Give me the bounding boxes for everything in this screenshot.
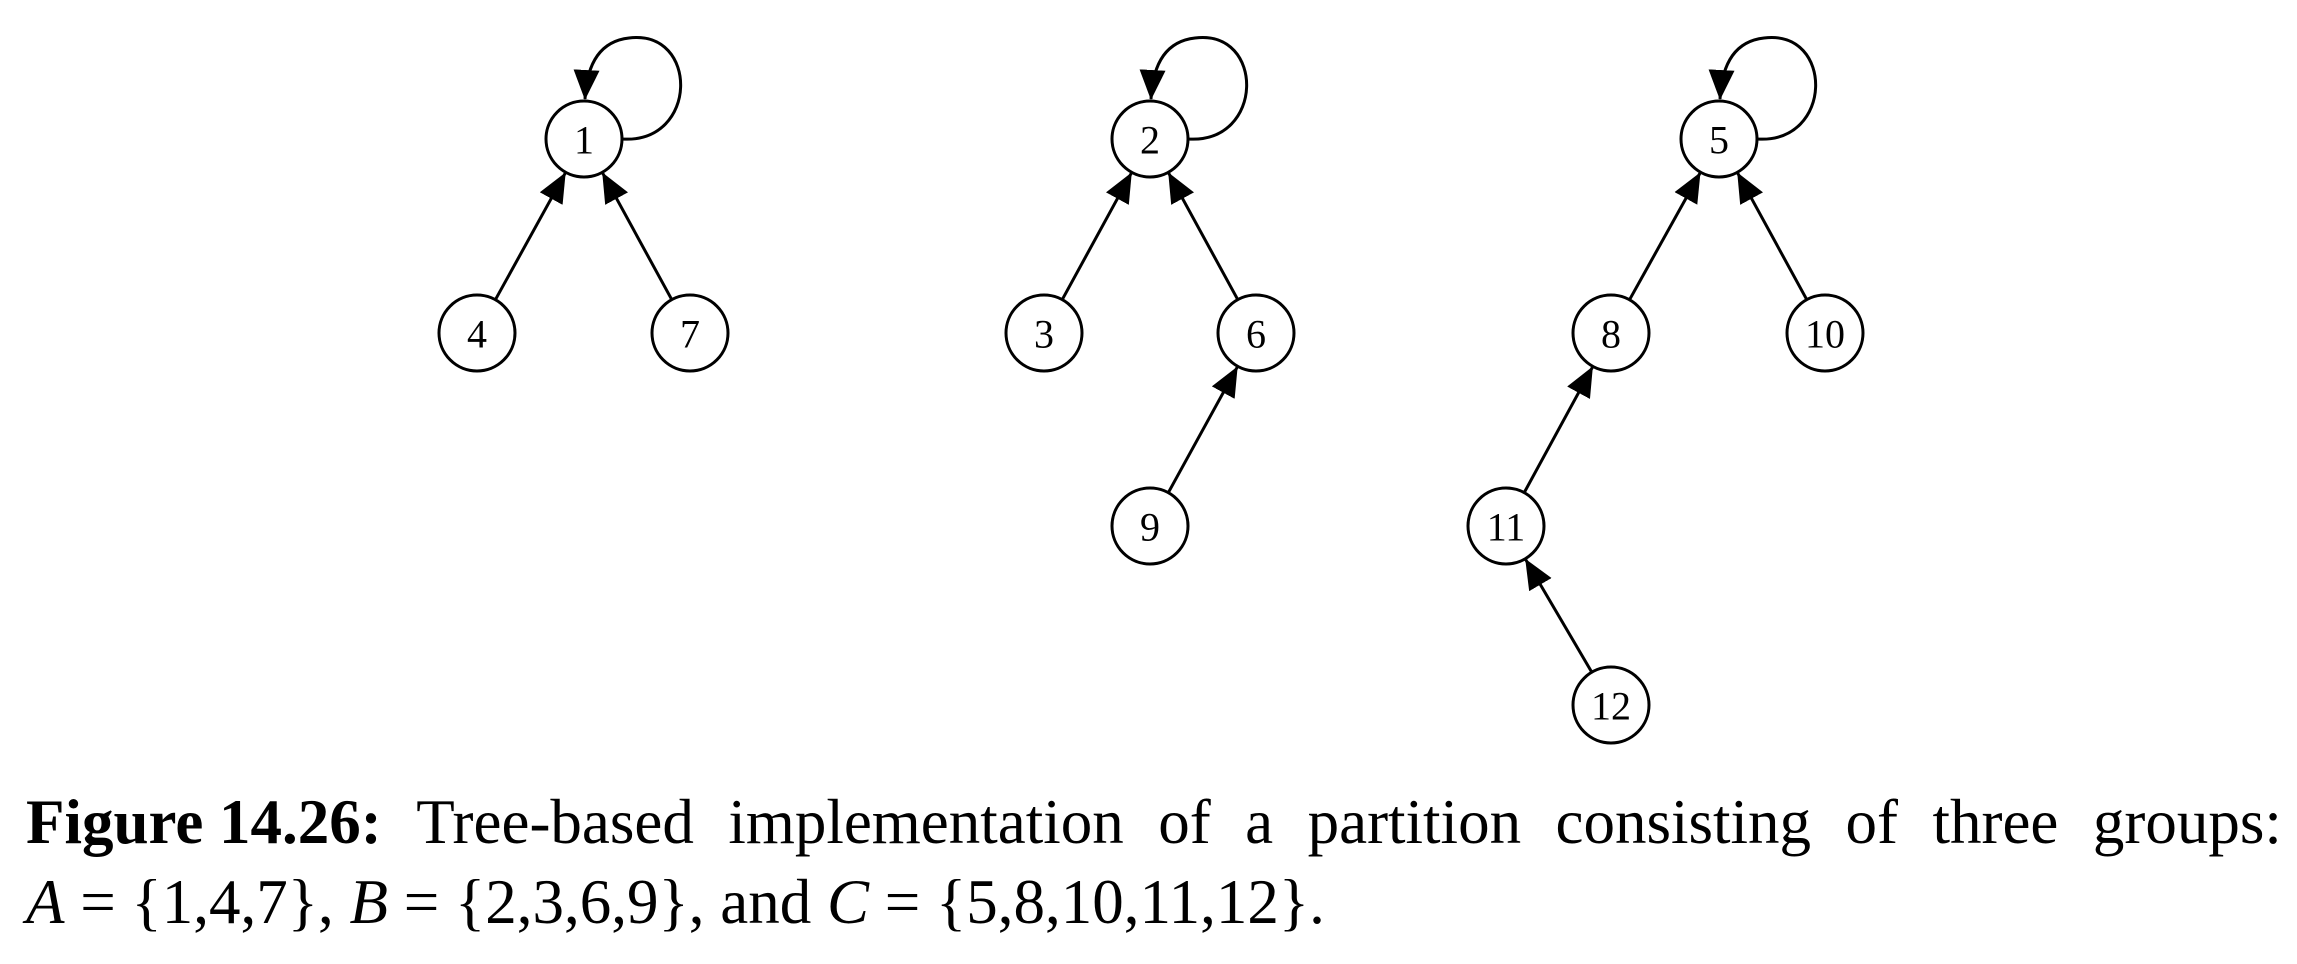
caption-word: three xyxy=(1932,787,2059,857)
edge-n4-to-n1 xyxy=(494,172,567,301)
caption-word: consisting xyxy=(1555,787,1812,857)
self-loop-n1 xyxy=(573,36,683,141)
edge-n6-to-n2 xyxy=(1167,172,1240,301)
node-circle xyxy=(1679,99,1759,179)
node-label: 2 xyxy=(1140,118,1160,163)
caption-word: implementation xyxy=(728,787,1124,857)
node-1: 1 xyxy=(544,99,624,179)
node-3: 3 xyxy=(1004,293,1084,373)
set-b-name: B xyxy=(349,867,388,937)
caption-word: Tree-based xyxy=(416,787,694,857)
set-c-name: C xyxy=(826,867,869,937)
self-loop-n2 xyxy=(1139,36,1249,141)
node-circle xyxy=(1004,293,1084,373)
node-label: 5 xyxy=(1709,118,1729,163)
set-a-members: {1,4,7} xyxy=(131,867,318,937)
figure-label: Figure 14.26: xyxy=(26,787,382,857)
figure-caption: Figure 14.26: Tree-based implementation of… xyxy=(26,782,2286,942)
node-label: 6 xyxy=(1246,312,1266,357)
node-circle xyxy=(1785,293,1865,373)
node-7: 7 xyxy=(650,293,730,373)
edge-n12-to-n11 xyxy=(1524,558,1594,673)
node-4: 4 xyxy=(437,293,517,373)
set-c-members: {5,8,10,11,12} xyxy=(936,867,1310,937)
edge-n11-to-n8 xyxy=(1522,366,1594,494)
caption-word: of xyxy=(1158,787,1211,857)
node-circle xyxy=(650,293,730,373)
node-2: 2 xyxy=(1110,99,1190,179)
node-12: 12 xyxy=(1571,665,1651,745)
node-9: 9 xyxy=(1110,486,1190,566)
edge-n7-to-n1 xyxy=(601,172,674,301)
caption-word: of xyxy=(1845,787,1899,857)
edge-n3-to-n2 xyxy=(1060,172,1133,301)
node-11: 11 xyxy=(1466,486,1546,566)
node-circle xyxy=(1571,293,1651,373)
node-5: 5 xyxy=(1679,99,1759,179)
node-label: 8 xyxy=(1601,312,1621,357)
caption-word: a xyxy=(1245,787,1274,857)
caption-line-2: A = {1,4,7}, B = {2,3,6,9}, and C = {5,8… xyxy=(26,867,1325,937)
node-circle xyxy=(1466,486,1546,566)
node-label: 9 xyxy=(1140,505,1160,550)
self-loop-n5 xyxy=(1708,36,1818,141)
node-label: 11 xyxy=(1487,505,1526,550)
node-circle xyxy=(1571,665,1651,745)
node-label: 7 xyxy=(680,312,700,357)
nodes-layer: 1 4 7 2 3 6 9 5 8 10 11 12 xyxy=(437,99,1865,745)
node-label: 3 xyxy=(1034,312,1054,357)
node-circle xyxy=(1110,99,1190,179)
caption-connector: and xyxy=(720,867,812,937)
caption-word: groups: xyxy=(2092,787,2282,857)
set-a-name: A xyxy=(26,867,65,937)
edge-n8-to-n5 xyxy=(1628,172,1702,301)
node-8: 8 xyxy=(1571,293,1651,373)
caption-word: partition xyxy=(1307,787,1522,857)
node-6: 6 xyxy=(1216,293,1296,373)
node-circle xyxy=(1216,293,1296,373)
node-label: 4 xyxy=(467,312,487,357)
edge-n10-to-n5 xyxy=(1736,172,1809,301)
node-label: 10 xyxy=(1805,312,1845,357)
node-circle xyxy=(437,293,517,373)
self-loops-layer xyxy=(573,36,1818,141)
node-10: 10 xyxy=(1785,293,1865,373)
set-b-members: {2,3,6,9} xyxy=(455,867,689,937)
node-label: 12 xyxy=(1591,684,1631,729)
node-circle xyxy=(544,99,624,179)
caption-line-1: Figure 14.26: Tree-based implementation of… xyxy=(26,782,2282,862)
node-label: 1 xyxy=(574,118,594,163)
edge-n9-to-n6 xyxy=(1166,366,1239,494)
edges-layer xyxy=(494,172,1809,673)
node-circle xyxy=(1110,486,1190,566)
